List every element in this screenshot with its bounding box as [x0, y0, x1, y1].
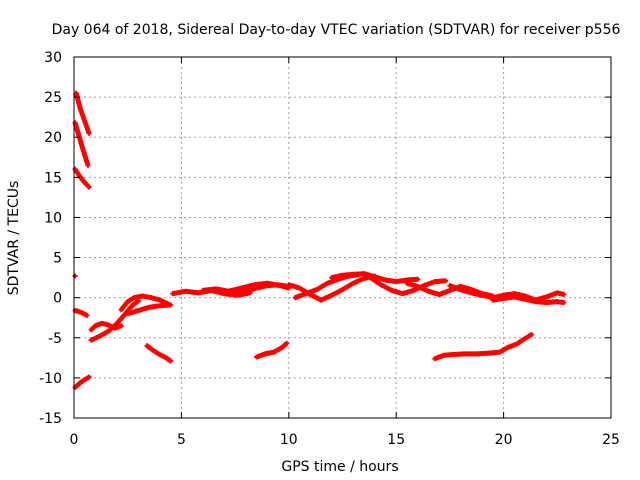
data-point [529, 332, 535, 338]
grid-lines [74, 57, 611, 418]
chart-title: Day 064 of 2018, Sidereal Day-to-day VTE… [52, 22, 621, 38]
y-tick-label: 20 [44, 130, 62, 146]
series-arc-15 [254, 340, 290, 360]
x-tick-label: 20 [495, 432, 513, 448]
data-point [84, 312, 90, 318]
data-point [415, 276, 421, 282]
y-tick-label: -10 [39, 371, 62, 387]
y-tick-label: 15 [44, 170, 62, 186]
data-point [118, 323, 124, 329]
series-arc-23 [432, 332, 535, 362]
y-tick-label: 0 [53, 291, 62, 307]
y-tick-label: -5 [48, 331, 62, 347]
data-point [561, 299, 567, 305]
tick-labels: 0 5 10 15 20 25 -15 -10 -5 0 5 10 15 20 25 30 [39, 50, 620, 448]
y-tick-label: 5 [53, 251, 62, 267]
y-tick-label: 30 [44, 50, 62, 66]
series-arc-5 [72, 308, 90, 318]
series-arc-4 [72, 273, 78, 279]
data-point [561, 291, 567, 297]
x-tick-label: 10 [280, 432, 298, 448]
series-arc-22 [490, 294, 567, 305]
x-tick-label: 15 [387, 432, 405, 448]
series-arc-11 [144, 343, 174, 364]
x-axis-label: GPS time / hours [281, 459, 398, 475]
series-arc-6 [72, 374, 92, 391]
y-tick-label: -15 [39, 411, 62, 427]
data-point [284, 340, 290, 346]
axis-ticks [73, 56, 612, 419]
data-point [72, 273, 78, 279]
series-arc-2 [72, 120, 91, 168]
y-tick-label: 10 [44, 210, 62, 226]
series-arc-1 [73, 90, 92, 136]
data-point [86, 130, 92, 136]
data-point [86, 374, 92, 380]
data-point [443, 278, 449, 284]
series-arc-18 [329, 271, 421, 285]
data-point [86, 184, 92, 190]
series-arc-7 [88, 320, 124, 333]
series-arc-10 [125, 302, 174, 317]
series-arc-8 [88, 298, 141, 343]
data-points [72, 90, 567, 391]
series-arc-3 [72, 166, 92, 190]
y-tick-label: 25 [44, 90, 62, 106]
y-axis-label: SDTVAR / TECUs [6, 181, 22, 296]
plot-frame [73, 56, 612, 419]
x-tick-label: 25 [602, 432, 620, 448]
x-tick-label: 0 [70, 432, 79, 448]
x-tick-label: 5 [177, 432, 186, 448]
data-point [168, 302, 174, 308]
data-point [85, 162, 91, 168]
data-point [168, 358, 174, 364]
